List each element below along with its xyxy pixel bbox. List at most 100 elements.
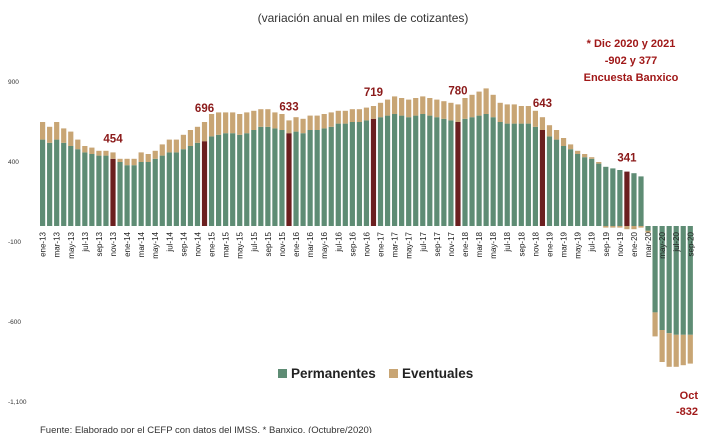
bar-permanentes-ene-18 xyxy=(462,118,468,226)
peak-callouts: 454 696 633 719 780 643 341 xyxy=(103,85,637,164)
x-tick-label: ene-19 xyxy=(545,231,554,256)
bar-eventuales-ene-20 xyxy=(631,226,637,230)
bar-eventuales-abr-13 xyxy=(61,128,67,143)
bar-permanentes-mar-19 xyxy=(560,146,567,226)
bar-permanentes-oct-17 xyxy=(441,118,447,226)
bar-eventuales-nov-14 xyxy=(194,126,201,143)
bar-eventuales-sep-14 xyxy=(180,134,186,150)
bar-permanentes-may-20 xyxy=(659,226,665,330)
bar-permanentes-mar-14 xyxy=(138,162,144,226)
bar-eventuales-dic-17 xyxy=(455,104,461,122)
x-tick-label: sep-18 xyxy=(517,231,526,256)
x-tick-label: jul-18 xyxy=(503,231,512,252)
bar-eventuales-oct-13 xyxy=(103,150,109,156)
bar-permanentes-ago-17 xyxy=(427,115,433,226)
bar-eventuales-may-19 xyxy=(575,150,581,154)
x-tick-label: sep-20 xyxy=(686,231,695,256)
bar-eventuales-jul-19 xyxy=(589,157,595,159)
x-tick-label: ene-15 xyxy=(208,231,217,256)
bar-eventuales-dic-14 xyxy=(201,122,208,142)
bar-permanentes-nov-14 xyxy=(194,142,201,226)
bar-eventuales-jun-16 xyxy=(328,112,334,127)
bar-permanentes-feb-15 xyxy=(216,134,222,226)
x-tick-label: sep-17 xyxy=(433,231,442,256)
x-tick-label: nov-13 xyxy=(109,231,118,256)
bar-eventuales-abr-15 xyxy=(230,112,236,134)
bar-eventuales-mar-15 xyxy=(223,112,229,134)
bar-permanentes-jul-19 xyxy=(589,158,595,226)
bar-eventuales-dic-18 xyxy=(539,117,546,130)
bar-permanentes-sep-18 xyxy=(518,123,524,226)
y-tick-label: -600 xyxy=(8,319,21,326)
x-tick-label: jul-15 xyxy=(250,231,259,252)
bar-eventuales-dic-13 xyxy=(117,158,123,162)
bar-permanentes-may-14 xyxy=(152,158,158,226)
bar-permanentes-ago-20 xyxy=(680,226,686,335)
bar-eventuales-nov-13 xyxy=(110,152,116,159)
x-tick-label: sep-19 xyxy=(602,231,611,256)
bar-permanentes-oct-18 xyxy=(525,123,531,226)
bar-permanentes-jul-16 xyxy=(335,123,341,226)
bar-eventuales-nov-18 xyxy=(532,110,538,127)
x-tick-label: jul-14 xyxy=(165,231,174,252)
x-tick-label: mar-18 xyxy=(475,231,484,257)
bar-eventuales-oct-18 xyxy=(525,106,531,124)
bar-eventuales-mar-13 xyxy=(54,122,60,140)
bars xyxy=(40,88,693,367)
source-note: Fuente: Elaborado por el CEFP con datos … xyxy=(40,425,372,433)
bar-permanentes-ene-15 xyxy=(208,136,215,226)
bar-eventuales-jul-20 xyxy=(673,334,679,367)
callout-dic-15: 633 xyxy=(279,101,298,113)
bar-eventuales-oct-14 xyxy=(187,130,194,146)
bar-permanentes-dic-14 xyxy=(201,141,208,226)
x-tick-label: nov-19 xyxy=(616,231,625,256)
x-tick-label: mar-14 xyxy=(137,231,146,257)
bar-eventuales-ago-13 xyxy=(89,147,95,154)
bar-permanentes-sep-13 xyxy=(96,155,102,226)
bar-permanentes-nov-16 xyxy=(363,120,370,226)
bar-permanentes-jun-17 xyxy=(413,115,419,226)
bar-eventuales-sep-15 xyxy=(265,109,271,127)
annotation-line: Encuesta Banxico xyxy=(584,72,679,84)
oct-note: Oct -832 xyxy=(676,390,698,418)
bar-eventuales-mar-17 xyxy=(392,96,398,114)
annotation-line: -902 y 377 xyxy=(605,55,658,67)
bar-eventuales-nov-19 xyxy=(617,226,623,228)
bar-permanentes-mar-20 xyxy=(645,226,651,231)
bar-eventuales-ago-16 xyxy=(342,110,348,124)
legend-swatch-eventuales xyxy=(389,369,398,378)
x-tick-label: may-18 xyxy=(489,231,498,258)
x-tick-label: ene-17 xyxy=(377,231,386,256)
bar-permanentes-sep-14 xyxy=(180,149,186,226)
bar-eventuales-abr-14 xyxy=(145,154,151,162)
bar-eventuales-may-15 xyxy=(237,114,243,135)
bar-eventuales-may-16 xyxy=(321,114,327,129)
bar-eventuales-jun-14 xyxy=(159,144,165,156)
bar-permanentes-may-19 xyxy=(575,154,581,226)
bar-eventuales-abr-20 xyxy=(652,312,658,337)
x-tick-label: ene-13 xyxy=(39,231,48,256)
bar-eventuales-sep-20 xyxy=(687,334,693,364)
bar-eventuales-feb-18 xyxy=(469,94,475,118)
bar-permanentes-may-17 xyxy=(406,117,412,226)
bar-permanentes-oct-14 xyxy=(187,146,194,226)
bar-permanentes-ago-19 xyxy=(596,163,602,226)
bar-eventuales-jul-17 xyxy=(420,96,426,114)
bar-permanentes-jun-18 xyxy=(497,122,503,226)
bar-permanentes-oct-13 xyxy=(103,155,109,226)
bar-eventuales-nov-16 xyxy=(363,107,370,121)
x-tick-label: nov-18 xyxy=(531,231,540,256)
bar-permanentes-feb-20 xyxy=(638,176,644,226)
x-tick-label: nov-16 xyxy=(362,231,371,256)
bar-permanentes-jul-15 xyxy=(251,130,257,226)
bar-eventuales-mar-20 xyxy=(645,230,651,233)
bar-eventuales-ago-20 xyxy=(680,334,686,366)
bar-eventuales-oct-19 xyxy=(610,226,616,228)
bar-permanentes-jul-14 xyxy=(166,152,172,226)
bar-eventuales-ene-18 xyxy=(462,98,468,119)
legend-swatch-permanentes xyxy=(278,369,287,378)
bar-permanentes-dic-19 xyxy=(624,171,630,226)
bar-eventuales-ene-14 xyxy=(124,158,130,166)
x-tick-label: ene-14 xyxy=(123,231,132,256)
bar-permanentes-dic-15 xyxy=(286,133,292,226)
